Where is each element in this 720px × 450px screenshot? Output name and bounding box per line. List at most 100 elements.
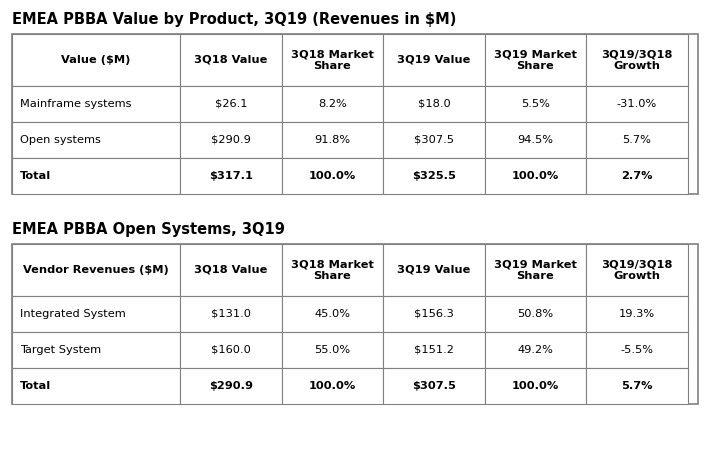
Text: 3Q18 Value: 3Q18 Value [194, 265, 268, 275]
Text: $26.1: $26.1 [215, 99, 247, 109]
Text: EMEA PBBA Value by Product, 3Q19 (Revenues in $M): EMEA PBBA Value by Product, 3Q19 (Revenu… [12, 12, 456, 27]
Bar [485, 86, 586, 122]
Bar [180, 158, 282, 194]
Text: 3Q19/3Q18
Growth: 3Q19/3Q18 Growth [601, 259, 672, 281]
Text: Target System: Target System [20, 345, 101, 355]
Bar [383, 244, 485, 296]
Bar [383, 158, 485, 194]
Bar [12, 368, 180, 404]
Text: 3Q18 Value: 3Q18 Value [194, 55, 268, 65]
Text: Total: Total [20, 381, 51, 391]
Bar [282, 244, 383, 296]
Bar [282, 122, 383, 158]
Text: $160.0: $160.0 [211, 345, 251, 355]
Bar [485, 332, 586, 368]
Bar [383, 368, 485, 404]
Text: -31.0%: -31.0% [617, 99, 657, 109]
Bar [383, 86, 485, 122]
Bar [586, 122, 688, 158]
Text: $317.1: $317.1 [209, 171, 253, 181]
Text: 5.7%: 5.7% [623, 135, 652, 145]
Text: EMEA PBBA Open Systems, 3Q19: EMEA PBBA Open Systems, 3Q19 [12, 222, 285, 237]
Bar [12, 244, 698, 404]
Bar [180, 86, 282, 122]
Bar [485, 122, 586, 158]
Bar [383, 296, 485, 332]
Text: 3Q19 Value: 3Q19 Value [397, 55, 471, 65]
Bar [12, 34, 180, 86]
Text: 45.0%: 45.0% [315, 309, 351, 319]
Text: Integrated System: Integrated System [20, 309, 126, 319]
Text: 94.5%: 94.5% [518, 135, 554, 145]
Bar [485, 158, 586, 194]
Bar [180, 296, 282, 332]
Text: 100.0%: 100.0% [512, 381, 559, 391]
Bar [12, 86, 180, 122]
Text: $307.5: $307.5 [414, 135, 454, 145]
Text: 100.0%: 100.0% [309, 171, 356, 181]
Text: 19.3%: 19.3% [619, 309, 655, 319]
Bar [383, 122, 485, 158]
Text: 100.0%: 100.0% [512, 171, 559, 181]
Text: $131.0: $131.0 [211, 309, 251, 319]
Text: $18.0: $18.0 [418, 99, 450, 109]
Bar [586, 158, 688, 194]
Text: 3Q18 Market
Share: 3Q18 Market Share [291, 49, 374, 71]
Text: 8.2%: 8.2% [318, 99, 347, 109]
Bar [586, 368, 688, 404]
Bar [12, 296, 180, 332]
Bar [586, 34, 688, 86]
Text: Vendor Revenues ($M): Vendor Revenues ($M) [23, 265, 169, 275]
Bar [485, 296, 586, 332]
Text: 3Q19/3Q18
Growth: 3Q19/3Q18 Growth [601, 49, 672, 71]
Bar [282, 158, 383, 194]
Bar [282, 332, 383, 368]
Text: 49.2%: 49.2% [518, 345, 554, 355]
Bar [586, 244, 688, 296]
Text: 2.7%: 2.7% [621, 171, 653, 181]
Bar [180, 244, 282, 296]
Bar [282, 296, 383, 332]
Bar [12, 244, 180, 296]
Text: 5.5%: 5.5% [521, 99, 550, 109]
Bar [586, 296, 688, 332]
Text: 100.0%: 100.0% [309, 381, 356, 391]
Text: Mainframe systems: Mainframe systems [20, 99, 132, 109]
Text: 3Q18 Market
Share: 3Q18 Market Share [291, 259, 374, 281]
Bar [485, 244, 586, 296]
Bar [12, 332, 180, 368]
Bar [586, 86, 688, 122]
Text: 3Q19 Market
Share: 3Q19 Market Share [494, 259, 577, 281]
Text: $307.5: $307.5 [412, 381, 456, 391]
Bar [282, 34, 383, 86]
Text: 91.8%: 91.8% [315, 135, 351, 145]
Text: Value ($M): Value ($M) [61, 55, 131, 65]
Text: $151.2: $151.2 [414, 345, 454, 355]
Text: 5.7%: 5.7% [621, 381, 653, 391]
Text: $290.9: $290.9 [209, 381, 253, 391]
Text: 3Q19 Market
Share: 3Q19 Market Share [494, 49, 577, 71]
Text: -5.5%: -5.5% [621, 345, 654, 355]
Text: $325.5: $325.5 [412, 171, 456, 181]
Bar [383, 332, 485, 368]
Bar [282, 368, 383, 404]
Bar [180, 34, 282, 86]
Bar [282, 86, 383, 122]
Bar [383, 34, 485, 86]
Bar [180, 332, 282, 368]
Bar [12, 122, 180, 158]
Text: $290.9: $290.9 [211, 135, 251, 145]
Bar [485, 34, 586, 86]
Text: Open systems: Open systems [20, 135, 101, 145]
Text: $156.3: $156.3 [414, 309, 454, 319]
Text: Total: Total [20, 171, 51, 181]
Text: 55.0%: 55.0% [315, 345, 351, 355]
Bar [586, 332, 688, 368]
Bar [12, 34, 698, 194]
Text: 3Q19 Value: 3Q19 Value [397, 265, 471, 275]
Text: 50.8%: 50.8% [518, 309, 554, 319]
Bar [485, 368, 586, 404]
Bar [180, 368, 282, 404]
Bar [180, 122, 282, 158]
Bar [12, 158, 180, 194]
